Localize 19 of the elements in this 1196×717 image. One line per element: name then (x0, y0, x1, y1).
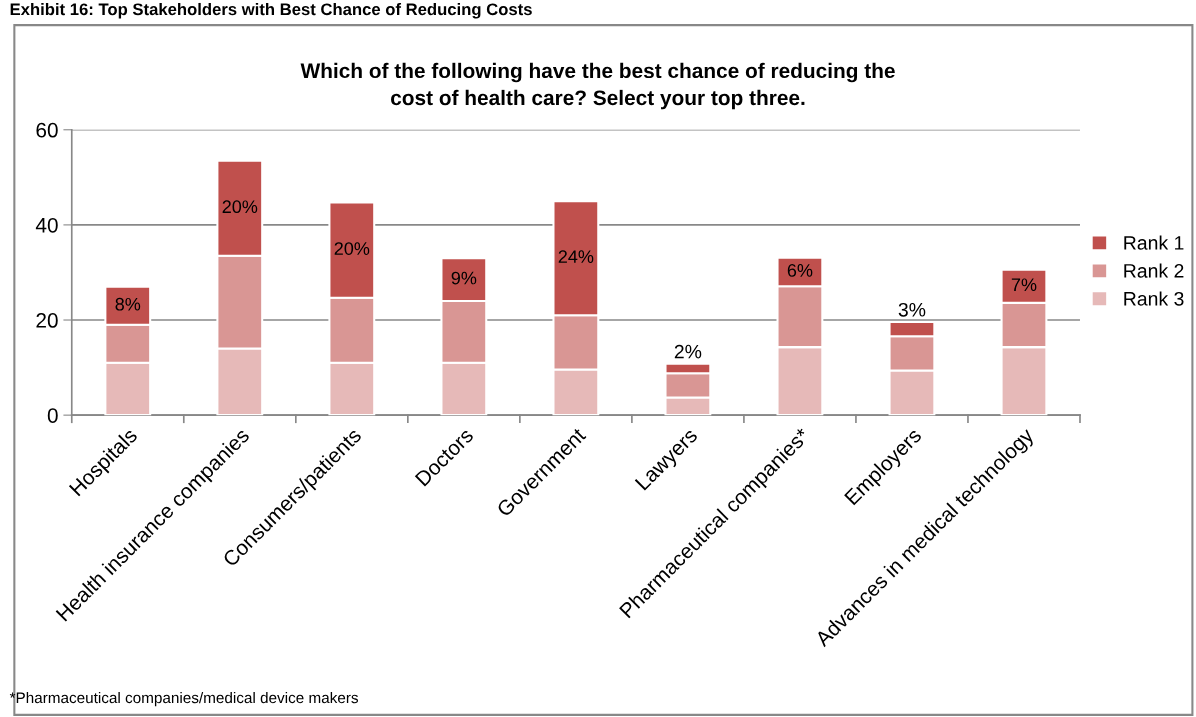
data-label: 20% (222, 200, 258, 214)
data-label: 20% (334, 242, 370, 255)
text: *Pharmaceutical companies/medical device makers (9, 691, 359, 707)
y-tick-label: 40 (35, 217, 58, 233)
legend-label: Rank 2 (1124, 263, 1184, 278)
data-label: 24% (558, 250, 594, 263)
data-label: 7% (1011, 278, 1037, 292)
chart-title: Which of the following have the best chance of reducing the cost of health care? Select your top three. (300, 62, 895, 110)
legend-label: Rank 3 (1124, 291, 1184, 306)
y-tick-label: 60 (36, 122, 58, 138)
data-label: 2% (674, 344, 702, 359)
y-tick-label: 0 (47, 408, 58, 423)
data-label: 9% (451, 271, 477, 285)
data-label: 3% (898, 302, 926, 317)
y-tick-label: 20 (36, 313, 58, 328)
legend-label: Rank 1 (1124, 235, 1184, 250)
text: Exhibit 16: Top Stakeholders with Best Chance of Reducing Costs (10, 2, 532, 19)
data-label: 8% (115, 297, 141, 311)
data-label: 6% (787, 264, 813, 277)
